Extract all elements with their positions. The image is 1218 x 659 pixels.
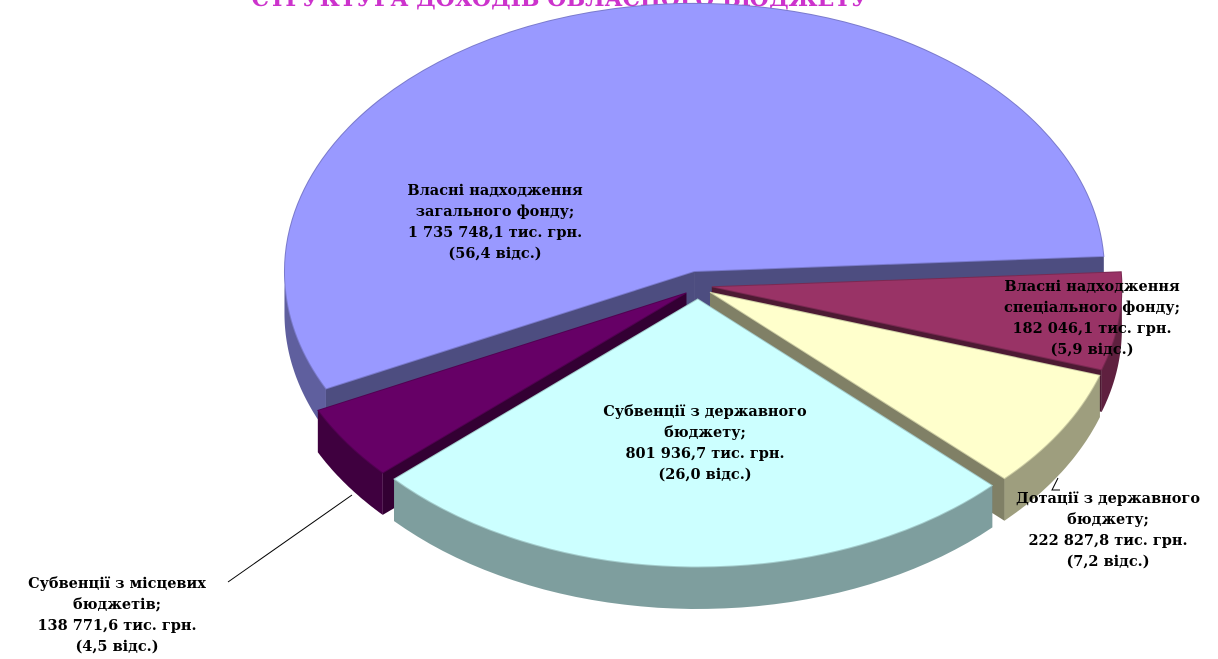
data-label: Субвенції з місцевих бюджетів; 138 771,6 … (0, 573, 235, 657)
value-label: (5,9 відс.) (1050, 341, 1134, 358)
slice-side (1004, 375, 1100, 521)
pie-slice (283, 2, 1105, 390)
value-label: 801 936,7 тис. грн. (625, 445, 785, 462)
category-label: Власні надходження загального фонду; (407, 182, 583, 220)
pie-slice (711, 271, 1123, 371)
leader-line (1051, 477, 1060, 491)
category-label: Дотації з державного бюджету; (1015, 490, 1200, 528)
leader-line (227, 494, 353, 583)
pie-slice (317, 292, 687, 474)
value-label: 138 771,6 тис. грн. (37, 617, 197, 634)
pie-slice (709, 291, 1101, 480)
value-label: 222 827,8 тис. грн. (1028, 532, 1188, 549)
pie-slice (393, 298, 994, 568)
value-label: 1 735 748,1 тис. грн. (407, 224, 583, 241)
slice-side (1101, 286, 1122, 412)
value-label: (4,5 відс.) (75, 638, 159, 655)
value-label: (26,0 відс.) (658, 466, 752, 483)
value-label: (56,4 відс.) (448, 245, 542, 262)
data-label: Дотації з державного бюджету; 222 827,8 т… (1008, 488, 1208, 572)
data-label: Власні надходження загального фонду; 1 73… (370, 180, 620, 264)
value-label: 182 046,1 тис. грн. (1012, 320, 1172, 337)
data-label: Власні надходження спеціального фонду; 18… (972, 276, 1212, 360)
slice-tops (283, 2, 1123, 568)
value-label: (7,2 відс.) (1066, 553, 1150, 570)
slice-side (317, 410, 383, 515)
category-label: Субвенції з місцевих бюджетів; (28, 575, 206, 613)
category-label: Власні надходження спеціального фонду; (1004, 278, 1180, 316)
category-label: Субвенції з державного бюджету; (603, 403, 807, 441)
slice-side (394, 479, 993, 609)
slice-side (284, 271, 326, 431)
data-label: Субвенції з державного бюджету; 801 936,7… (570, 401, 840, 485)
